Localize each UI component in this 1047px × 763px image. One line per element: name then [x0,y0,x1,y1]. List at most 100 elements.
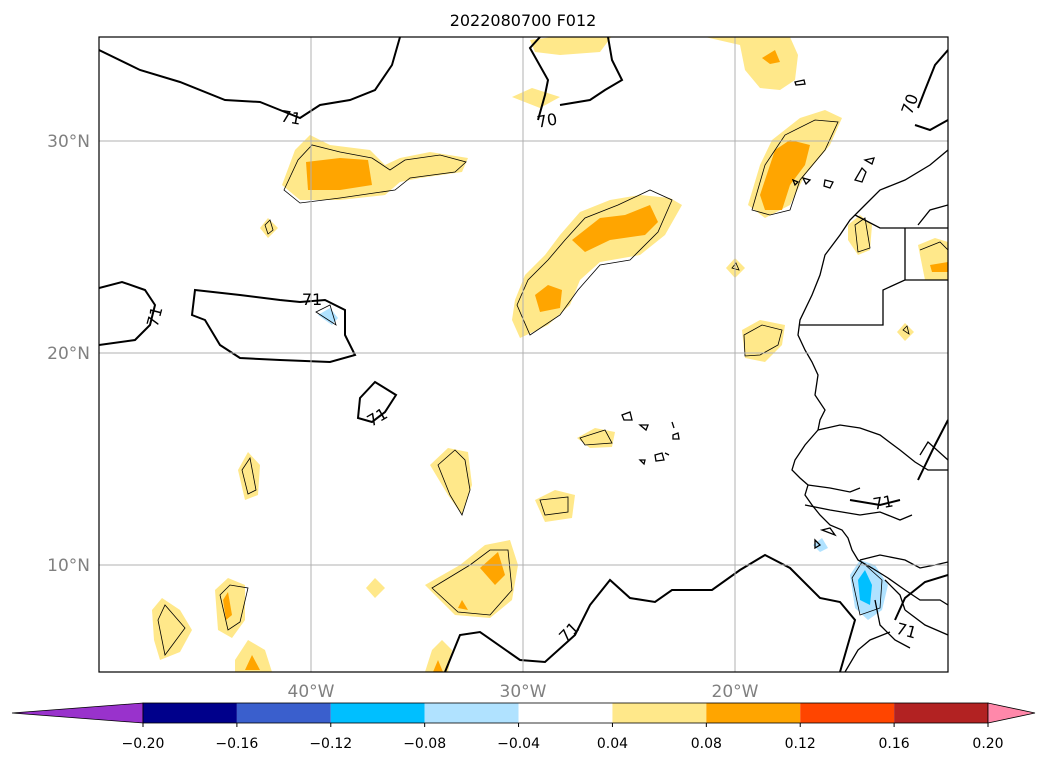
contour-71-east [917,419,948,481]
longitude-labels: 40°W 30°W 20°W [288,682,759,702]
colorbar-tick-label: 0.20 [972,736,1003,752]
contour-71-east-2 [894,574,948,621]
border-sierra-leone [884,579,906,611]
island-cv-2 [638,424,649,432]
island-bissau-1 [814,538,822,550]
colorbar-tick-label: −0.20 [122,736,165,752]
contour-label: 71 [894,619,919,643]
contour-71-north [99,37,401,120]
orange-core-sw-1 [223,592,232,620]
negative-core-guinea [858,570,872,605]
strong-anomaly-shading [223,50,948,672]
island-bissau-2 [819,527,837,537]
coastline-africa [791,149,948,606]
contour-label: 71 [871,491,894,513]
colorbar-segment [143,703,237,723]
anomaly-blob-sw-5 [366,578,385,598]
latitude-labels: 30°N 20°N 10°N [47,132,90,576]
contour-label: 71 [302,290,322,309]
anomaly-blob-sw-7 [425,640,452,672]
island-cv-3 [671,421,675,429]
contour-71-west [99,280,157,346]
border-senegal [817,424,948,471]
gridlines [99,37,948,672]
anomaly-blob-mid-1 [430,448,472,515]
contour-70-north [528,37,550,121]
anomaly-blob-north [530,37,612,55]
colorbar-segment [518,703,613,723]
border-morocco [854,214,948,229]
anomaly-blob-north-small [512,88,560,108]
contour-70-ne-2 [914,119,948,132]
orange-core-sw-3 [458,600,468,610]
lon-label: 40°W [288,682,335,702]
colorbar: −0.20 −0.16 −0.12 −0.08 −0.04 0.04 0.08 0.12 0.1… [11,702,1036,752]
colorbar-segment [800,703,895,723]
island-cv-5 [638,459,646,466]
colorbar-tick-label: 0.16 [879,736,910,752]
colorbar-tick-label: −0.08 [403,736,446,752]
figure-title: 2022080700 F012 [450,11,597,30]
colorbar-under-arrow [11,702,144,724]
colorbar-tick-label: 0.04 [597,736,628,752]
orange-core-sw-4 [433,660,443,672]
thick-contours [99,37,948,672]
lon-label: 20°W [712,682,759,702]
colorbar-segment [236,703,331,723]
island-canary-5 [801,176,812,186]
contour-71-small [356,380,398,424]
map-frame [98,36,949,673]
island-canary-2 [854,166,867,183]
island-canary-3 [863,157,875,165]
orange-core-center-2 [535,285,562,312]
colorbar-tick-label: −0.04 [497,736,540,752]
orange-core-canary [760,140,810,210]
lat-label: 10°N [47,556,90,576]
colorbar-segment [706,703,801,723]
lat-label: 30°N [47,132,90,152]
colorbar-over-arrow [987,702,1036,724]
orange-core-ne [762,50,780,64]
island-canary-1 [823,179,834,189]
colorbar-segment [330,703,425,723]
colorbar-tick-label: 0.08 [691,736,722,752]
border-gambia [807,484,861,493]
lon-label: 30°W [500,682,547,702]
anomaly-blob-sw-6 [235,640,272,672]
island-cv-4 [672,432,680,440]
island-canary-4 [791,178,800,187]
island-cv-1 [621,411,633,421]
anomaly-blob-sw-1 [238,452,260,500]
orange-core-mid [480,552,505,585]
colorbar-tick-label: 0.12 [785,736,816,752]
border-sahara [800,228,906,326]
orange-core-center [572,205,658,252]
colorbar-segment [424,703,519,723]
colorbar-tick-label: −0.16 [215,736,258,752]
contour-label: 70 [535,109,558,131]
island-madeira [794,79,806,86]
orange-core-east [930,262,948,272]
contour-70-north-2 [559,37,624,106]
border-south [844,631,891,672]
anomaly-blob-sw-3 [152,598,192,660]
contour-71-south [444,553,857,672]
island-cv-7 [664,452,670,456]
orange-core-west [306,158,372,190]
anomaly-blob-cv [577,428,615,448]
negative-blob-west [318,308,338,325]
border-liberia [904,609,948,636]
contour-label: 71 [143,304,167,329]
coastlines [621,79,948,672]
island-cv-6 [654,452,665,462]
map-plot-area: 71 70 71 71 71 70 71 71 71 [99,37,948,672]
anomaly-blob-small-1 [260,218,278,238]
colorbar-tick-label: −0.12 [309,736,352,752]
colorbar-segment [894,703,988,723]
orange-core-sw-2 [245,655,260,670]
border-mali [919,440,948,461]
border-guinea-bissau [804,504,913,521]
contour-70-ne [917,49,948,109]
colorbar-segment [612,703,707,723]
